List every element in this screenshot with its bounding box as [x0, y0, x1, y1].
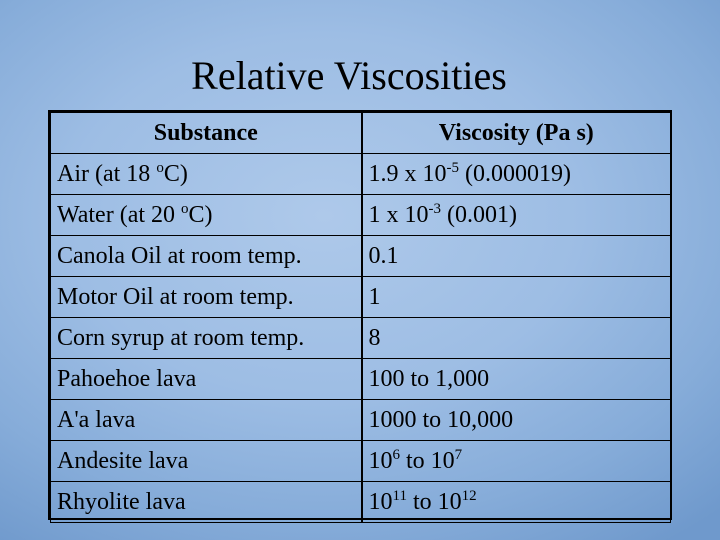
- viscosity-cell: 1: [360, 276, 671, 318]
- substance-cell: Canola Oil at room temp.: [50, 235, 362, 277]
- viscosity-table: Substance Viscosity (Pa s) Air (at 18 oC…: [48, 110, 672, 523]
- table-row: Motor Oil at room temp. 1: [50, 276, 671, 318]
- viscosity-cell: 1000 to 10,000: [360, 399, 671, 441]
- header-viscosity: Viscosity (Pa s): [360, 112, 671, 154]
- viscosity-cell: 106 to 107: [360, 440, 671, 482]
- table-row: Air (at 18 oC) 1.9 x 10-5 (0.000019): [50, 153, 671, 195]
- substance-cell: Pahoehoe lava: [50, 358, 362, 400]
- viscosity-cell: 100 to 1,000: [360, 358, 671, 400]
- table-row: Andesite lava 106 to 107: [50, 440, 671, 482]
- substance-cell: Water (at 20 oC): [50, 194, 362, 236]
- substance-cell: Andesite lava: [50, 440, 362, 482]
- substance-cell: Motor Oil at room temp.: [50, 276, 362, 318]
- viscosity-cell: 1011 to 1012: [360, 481, 671, 523]
- table-row: Rhyolite lava 1011 to 1012: [50, 481, 671, 523]
- table-row: Water (at 20 oC) 1 x 10-3 (0.001): [50, 194, 671, 236]
- table-row: Canola Oil at room temp. 0.1: [50, 235, 671, 277]
- slide-title: Relative Viscosities: [191, 53, 507, 98]
- viscosity-cell: 1 x 10-3 (0.001): [360, 194, 671, 236]
- substance-cell: Rhyolite lava: [50, 481, 362, 523]
- table-row: A'a lava 1000 to 10,000: [50, 399, 671, 441]
- substance-cell: Corn syrup at room temp.: [50, 317, 362, 359]
- table-header-row: Substance Viscosity (Pa s): [50, 112, 671, 154]
- table-row: Pahoehoe lava 100 to 1,000: [50, 358, 671, 400]
- substance-cell: A'a lava: [50, 399, 362, 441]
- viscosity-cell: 1.9 x 10-5 (0.000019): [360, 153, 671, 195]
- table-row: Corn syrup at room temp. 8: [50, 317, 671, 359]
- header-substance: Substance: [50, 112, 362, 154]
- substance-cell: Air (at 18 oC): [50, 153, 362, 195]
- viscosity-cell: 8: [360, 317, 671, 359]
- viscosity-cell: 0.1: [360, 235, 671, 277]
